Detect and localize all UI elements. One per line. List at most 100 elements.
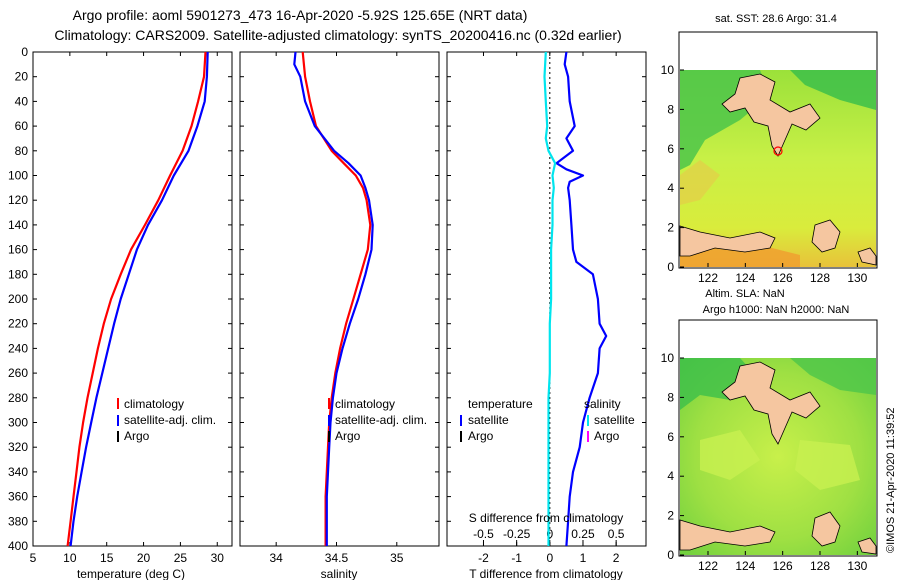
title-line-2: Climatology: CARS2009. Satellite-adjuste… (54, 27, 621, 43)
x-tick-label: 1 (580, 551, 587, 565)
s-tick-label: -0.5 (473, 527, 494, 541)
sst-map: 122 124 126 128 130 0 2 4 6 8 10 (661, 31, 878, 285)
legend-label: Argo (335, 429, 361, 443)
land-island (857, 537, 877, 555)
depth-tick-label: 300 (8, 416, 28, 430)
depth-tick-label: 380 (8, 514, 28, 528)
map-x-tick-label: 124 (735, 559, 755, 573)
depth-tick-label: 280 (8, 391, 28, 405)
depth-tick-label: 180 (8, 267, 28, 281)
sst-cool-region (790, 70, 876, 110)
map-x-tick-label: 128 (810, 271, 830, 285)
map-x-tick-label: 128 (810, 559, 830, 573)
temperature-axis-label: temperature (deg C) (77, 567, 185, 580)
land-island (857, 247, 877, 266)
depth-tick-label: 120 (8, 193, 28, 207)
depth-tick-label: 260 (8, 366, 28, 380)
title-line-1: Argo profile: aoml 5901273_473 16-Apr-20… (73, 7, 528, 23)
sla-map-title-2: Argo h1000: NaN h2000: NaN (703, 304, 850, 316)
legend-label: satellite-adj. clim. (124, 413, 216, 427)
depth-tick-label: 100 (8, 169, 28, 183)
map-y-tick-label: 10 (661, 63, 675, 77)
sla-map-title-1: Altim. SLA: NaN (705, 288, 785, 300)
legend-label: Argo (468, 429, 494, 443)
map-x-tick-label: 126 (773, 559, 793, 573)
x-tick-label: 2 (613, 551, 620, 565)
x-tick-label: 15 (100, 551, 114, 565)
legend-title-temperature: temperature (468, 397, 533, 411)
legend-swatch-argo (328, 431, 330, 442)
map-y-tick-label: 6 (667, 142, 674, 156)
map-y-tick-label: 0 (667, 260, 674, 274)
sla-high-region (700, 430, 760, 480)
x-tick-label: 0 (546, 551, 553, 565)
land-timor (679, 225, 776, 257)
sst-map-title: sat. SST: 28.6 Argo: 31.4 (715, 13, 837, 25)
map-x-tick-label: 124 (735, 271, 755, 285)
depth-tick-label: 320 (8, 440, 28, 454)
legend-swatch-t-satellite (460, 415, 462, 426)
profile-lines (66, 51, 608, 547)
series-line-satellite-adj-clim- (69, 51, 209, 547)
x-tick-label: 30 (211, 551, 225, 565)
depth-tick-label: 60 (15, 119, 29, 133)
series-line-s-satellite (543, 51, 557, 546)
x-tick-label: 34.5 (325, 551, 349, 565)
sla-map: 122 124 126 128 130 0 2 4 6 8 10 (661, 319, 878, 573)
imos-watermark: ©IMOS 21-Apr-2020 11:39:52 (885, 408, 897, 553)
x-tick-label: 35 (390, 551, 404, 565)
sst-warm-region (680, 160, 720, 205)
land-island (811, 219, 841, 253)
x-tick-label: 20 (137, 551, 151, 565)
legend-label: Argo (594, 429, 620, 443)
legend-label: climatology (335, 397, 395, 411)
temperature-legend: climatology satellite-adj. clim. Argo (117, 397, 216, 443)
x-tick-label: 25 (174, 551, 188, 565)
map-x-tick-label: 130 (847, 559, 867, 573)
map-y-tick-label: 0 (667, 548, 674, 562)
map-y-tick-label: 6 (667, 430, 674, 444)
depth-tick-label: 40 (15, 94, 29, 108)
legend-title-salinity: salinity (584, 397, 621, 411)
land-mindanao (721, 361, 821, 445)
land-timor (679, 519, 776, 551)
map-y-tick-label: 4 (667, 469, 674, 483)
sla-high-region (795, 440, 860, 490)
salinity-panel (239, 51, 440, 547)
depth-tick-label: 400 (8, 539, 28, 553)
land-island (811, 511, 841, 547)
argo-position-marker (773, 146, 783, 156)
x-tick-label: 10 (63, 551, 77, 565)
series-line-satellite-adj-clim- (293, 51, 374, 546)
map-y-tick-label: 4 (667, 181, 674, 195)
legend-swatch-s-argo (587, 431, 589, 442)
map-y-tick-label: 2 (667, 509, 674, 523)
legend-label: Argo (124, 429, 150, 443)
depth-tick-label: 20 (15, 70, 29, 84)
temperature-panel (32, 51, 233, 547)
map-x-tick-label: 122 (698, 271, 718, 285)
legend-swatch-climatology (328, 398, 330, 409)
depth-tick-label: 240 (8, 341, 28, 355)
legend-swatch-argo (117, 431, 119, 442)
legend-swatch-climatology (117, 398, 119, 409)
t-difference-axis-label: T difference from climatology (469, 567, 623, 580)
legend-label: satellite-adj. clim. (335, 413, 427, 427)
x-tick-label: -2 (478, 551, 489, 565)
legend-swatch-t-argo (460, 431, 462, 442)
map-y-tick-label: 8 (667, 102, 674, 116)
s-tick-label: -0.25 (503, 527, 531, 541)
depth-axis: 0 20 40 60 80 100 120 140 160 180 200 220 240 260 280 3… (8, 45, 646, 553)
map-x-tick-label: 126 (773, 271, 793, 285)
depth-tick-label: 140 (8, 218, 28, 232)
depth-tick-label: 200 (8, 292, 28, 306)
depth-tick-label: 360 (8, 490, 28, 504)
salinity-legend: climatology satellite-adj. clim. Argo (328, 397, 427, 443)
legend-label: climatology (124, 397, 184, 411)
land-mindanao (721, 73, 821, 157)
difference-legend: temperature satellite Argo salinity sate… (460, 397, 635, 443)
salinity-axis-label: salinity (321, 567, 358, 580)
legend-swatch-s-satellite (587, 415, 589, 426)
